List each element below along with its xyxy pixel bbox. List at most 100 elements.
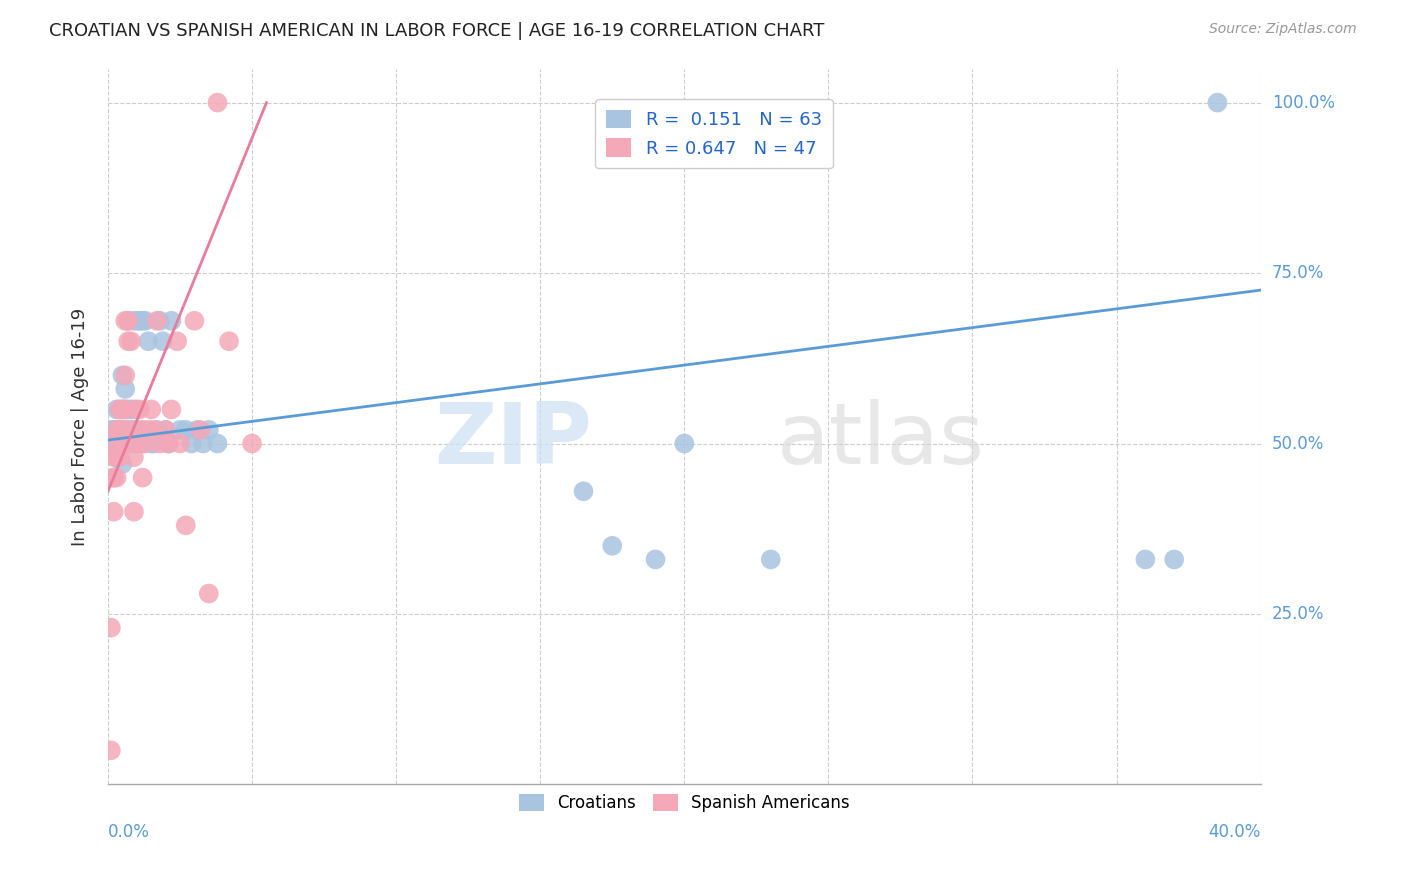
Point (160, 402, 183, 417)
Point (122, 314, 145, 328)
Point (111, 402, 134, 417)
Point (111, 423, 134, 437)
Point (166, 334, 188, 349)
Point (108, 450, 131, 465)
Point (644, 552, 666, 566)
Point (120, 436, 142, 450)
Text: 25.0%: 25.0% (1272, 605, 1324, 623)
Point (191, 436, 214, 450)
Point (100, 743, 122, 757)
Point (134, 314, 156, 328)
Point (120, 334, 142, 349)
Text: Source: ZipAtlas.com: Source: ZipAtlas.com (1209, 22, 1357, 37)
Point (103, 450, 125, 465)
Point (108, 423, 131, 437)
Point (114, 423, 136, 437)
Point (141, 402, 163, 417)
Point (114, 402, 136, 417)
Point (207, 95, 229, 110)
Point (188, 423, 211, 437)
Legend: Croatians, Spanish Americans: Croatians, Spanish Americans (512, 788, 856, 819)
Text: 0.0%: 0.0% (108, 823, 150, 841)
Point (114, 314, 136, 328)
Point (117, 436, 139, 450)
Point (143, 436, 166, 450)
Point (183, 314, 205, 328)
Point (174, 423, 197, 437)
Point (155, 423, 177, 437)
Point (108, 402, 131, 417)
Point (131, 436, 153, 450)
Point (122, 450, 145, 465)
Point (120, 402, 142, 417)
Point (131, 470, 153, 484)
Point (108, 450, 131, 465)
Point (105, 402, 128, 417)
Point (131, 423, 153, 437)
Point (157, 436, 180, 450)
Point (117, 334, 139, 349)
Point (218, 334, 240, 349)
Point (240, 436, 263, 450)
Point (673, 436, 696, 450)
Y-axis label: In Labor Force | Age 16-19: In Labor Force | Age 16-19 (72, 308, 89, 546)
Point (125, 423, 148, 437)
Point (125, 436, 148, 450)
Point (105, 450, 128, 465)
Point (169, 423, 191, 437)
Point (138, 334, 160, 349)
Point (160, 314, 183, 328)
Point (141, 436, 163, 450)
Point (131, 314, 153, 328)
Point (138, 423, 160, 437)
Point (111, 457, 134, 471)
Text: 75.0%: 75.0% (1272, 264, 1324, 282)
Point (100, 621, 122, 635)
Point (100, 423, 122, 437)
Point (157, 436, 180, 450)
Point (105, 436, 128, 450)
Point (600, 539, 623, 553)
Point (174, 518, 197, 533)
Point (103, 505, 125, 519)
Point (180, 436, 202, 450)
Point (198, 586, 221, 600)
Point (155, 423, 177, 437)
Point (186, 423, 208, 437)
Point (120, 423, 142, 437)
Point (105, 423, 128, 437)
Point (100, 436, 122, 450)
Point (103, 470, 125, 484)
Point (125, 402, 148, 417)
Point (105, 423, 128, 437)
Point (120, 423, 142, 437)
Point (103, 436, 125, 450)
Point (105, 450, 128, 465)
Point (207, 436, 229, 450)
Point (152, 334, 174, 349)
Point (114, 382, 136, 396)
Point (125, 314, 148, 328)
Point (111, 436, 134, 450)
Point (149, 436, 172, 450)
Text: 40.0%: 40.0% (1208, 823, 1261, 841)
Point (108, 436, 131, 450)
Point (128, 423, 150, 437)
Point (146, 423, 169, 437)
Point (114, 402, 136, 417)
Point (143, 423, 166, 437)
Point (103, 470, 125, 484)
Point (1135, 552, 1157, 566)
Point (108, 402, 131, 417)
Point (1163, 552, 1185, 566)
Point (572, 484, 595, 499)
Text: 50.0%: 50.0% (1272, 434, 1324, 452)
Point (134, 436, 156, 450)
Point (111, 402, 134, 417)
Point (108, 423, 131, 437)
Point (111, 436, 134, 450)
Point (122, 505, 145, 519)
Point (117, 423, 139, 437)
Point (111, 423, 134, 437)
Point (146, 314, 169, 328)
